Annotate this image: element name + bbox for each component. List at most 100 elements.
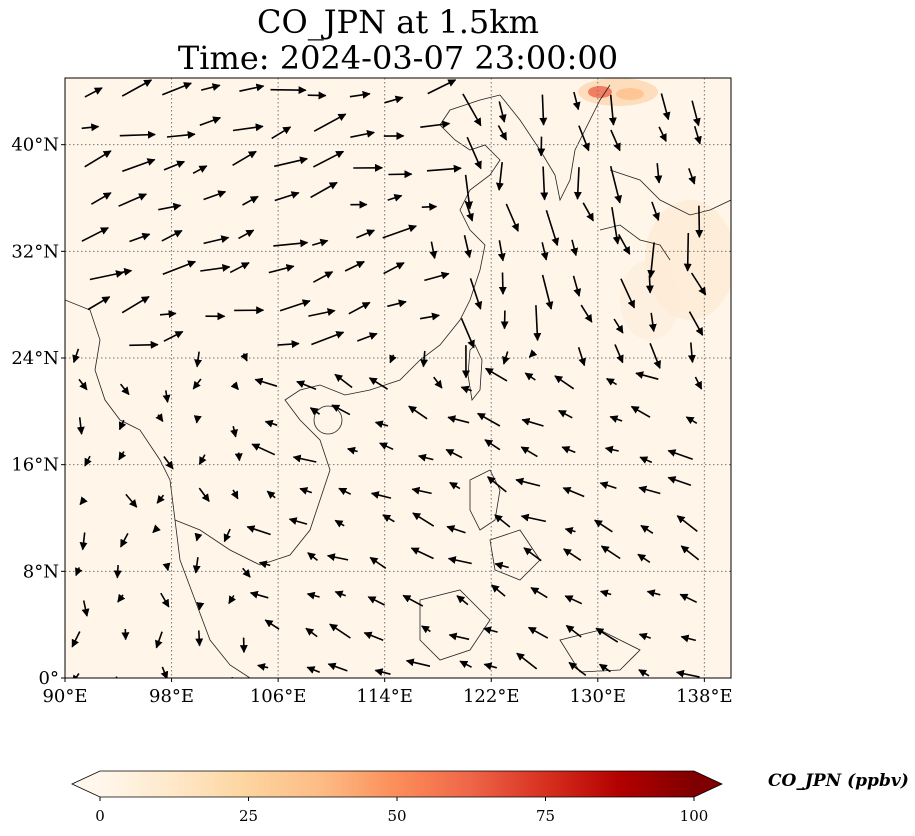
wind-arrow-117 — [648, 312, 657, 333]
wind-arrow-132 — [577, 346, 587, 367]
wind-arrow-76 — [382, 224, 417, 239]
wind-arrow-269 — [595, 627, 619, 643]
x-axis-ticks: 90°E 98°E 106°E 114°E 122°E 130°E 138°E — [42, 678, 733, 707]
wind-arrow-126 — [357, 332, 378, 342]
wind-arrow-15 — [660, 93, 671, 121]
wind-arrow-79 — [497, 240, 506, 262]
wind-arrow-280 — [374, 668, 391, 676]
wind-arrow-88 — [200, 263, 231, 272]
wind-arrow-206 — [152, 524, 161, 534]
wind-arrow-221 — [75, 567, 83, 577]
wind-arrow-20 — [199, 116, 222, 127]
wind-arrow-179 — [417, 453, 434, 462]
wind-arrow-13 — [572, 91, 581, 111]
wind-arrow-135 — [687, 342, 696, 364]
wind-arrow-116 — [613, 318, 624, 334]
wind-arrow-288 — [675, 669, 700, 678]
wind-arrow-287 — [638, 669, 650, 677]
wind-arrow-183 — [561, 446, 576, 454]
wind-arrow-168 — [630, 405, 651, 418]
wind-arrow-172 — [163, 456, 174, 470]
wind-arrow-11 — [498, 101, 507, 123]
wind-arrow-243 — [249, 590, 269, 599]
wind-arrow-278 — [306, 666, 320, 674]
wind-arrow-197 — [449, 481, 461, 490]
wind-arrow-186 — [667, 449, 693, 460]
wind-arrow-37 — [192, 165, 208, 175]
wind-arrow-112 — [460, 317, 475, 349]
wind-arrow-194 — [338, 487, 352, 496]
wind-arrow-32 — [658, 126, 667, 143]
wind-arrow-234 — [563, 548, 582, 561]
wind-arrow-66 — [651, 201, 660, 222]
wind-arrow-154 — [118, 419, 127, 431]
wind-arrow-109 — [348, 301, 371, 315]
wind-arrow-33 — [693, 125, 702, 145]
wind-arrow-200 — [562, 486, 585, 498]
wind-arrow-190 — [198, 487, 210, 503]
colorbar-title: CO_JPN (ppbv) — [768, 771, 909, 791]
wind-arrow-3 — [201, 83, 221, 91]
wind-arrow-55 — [242, 195, 259, 206]
map-background — [65, 78, 731, 678]
wind-arrow-181 — [484, 439, 501, 451]
wind-arrow-137 — [119, 383, 130, 396]
wind-arrow-152 — [694, 376, 703, 390]
wind-arrow-22 — [271, 126, 292, 140]
wind-arrow-73 — [273, 239, 309, 248]
wind-arrow-176 — [292, 454, 317, 463]
wind-arrow-39 — [274, 156, 308, 168]
wind-arrow-155 — [155, 413, 164, 423]
wind-arrow-130 — [502, 351, 510, 365]
wind-arrow-143 — [334, 373, 353, 389]
wind-arrow-146 — [460, 385, 472, 394]
wind-arrow-51 — [90, 192, 112, 205]
wind-arrow-5 — [270, 86, 307, 95]
wind-arrow-64 — [582, 202, 594, 222]
wind-arrow-54 — [203, 190, 227, 201]
wind-arrow-91 — [313, 271, 334, 283]
colorbar-extend-min — [72, 771, 100, 797]
wind-arrow-82 — [618, 234, 631, 255]
wind-arrow-17 — [81, 123, 100, 132]
wind-arrow-123 — [240, 352, 248, 362]
wind-arrow-173 — [198, 454, 207, 465]
wind-arrow-38 — [232, 150, 257, 166]
wind-arrow-267 — [527, 626, 549, 639]
wind-arrow-216 — [520, 513, 547, 523]
wind-arrow-16 — [691, 100, 701, 127]
wind-arrow-182 — [520, 446, 538, 458]
wind-arrow-177 — [347, 446, 358, 455]
colorbar: 0 25 50 75 100 — [71, 770, 723, 825]
wind-arrow-142 — [296, 380, 317, 390]
wind-arrow-2 — [162, 82, 192, 96]
wind-arrow-24 — [350, 129, 375, 138]
wind-arrow-121 — [163, 330, 184, 342]
wind-arrow-226 — [258, 560, 271, 569]
wind-arrow-241 — [196, 602, 205, 611]
wind-arrow-250 — [530, 587, 548, 599]
wind-arrow-26 — [420, 120, 451, 129]
wind-arrow-246 — [367, 596, 385, 606]
wind-arrow-162 — [408, 405, 428, 420]
wind-arrow-248 — [456, 595, 469, 606]
wind-arrow-100 — [645, 275, 654, 294]
wind-arrow-136 — [78, 378, 88, 391]
wind-arrow-67 — [695, 205, 704, 238]
wind-arrow-139 — [192, 378, 202, 390]
wind-arrow-103 — [121, 295, 150, 314]
wind-arrow-270 — [638, 632, 651, 641]
wind-arrow-218 — [594, 519, 613, 533]
wind-arrow-240 — [160, 592, 170, 608]
wind-arrow-163 — [447, 415, 470, 424]
wind-arrow-285 — [568, 661, 587, 677]
wind-arrow-251 — [564, 595, 583, 605]
wind-arrow-119 — [72, 348, 80, 364]
wind-arrow-167 — [609, 415, 623, 423]
wind-arrow-134 — [649, 343, 661, 369]
wind-arrow-193 — [299, 487, 313, 495]
wind-arrow-192 — [266, 490, 276, 499]
wind-arrow-69 — [129, 232, 151, 243]
y-tick-label-1: 8°N — [23, 561, 59, 582]
y-tick-label-2: 16°N — [11, 455, 59, 476]
